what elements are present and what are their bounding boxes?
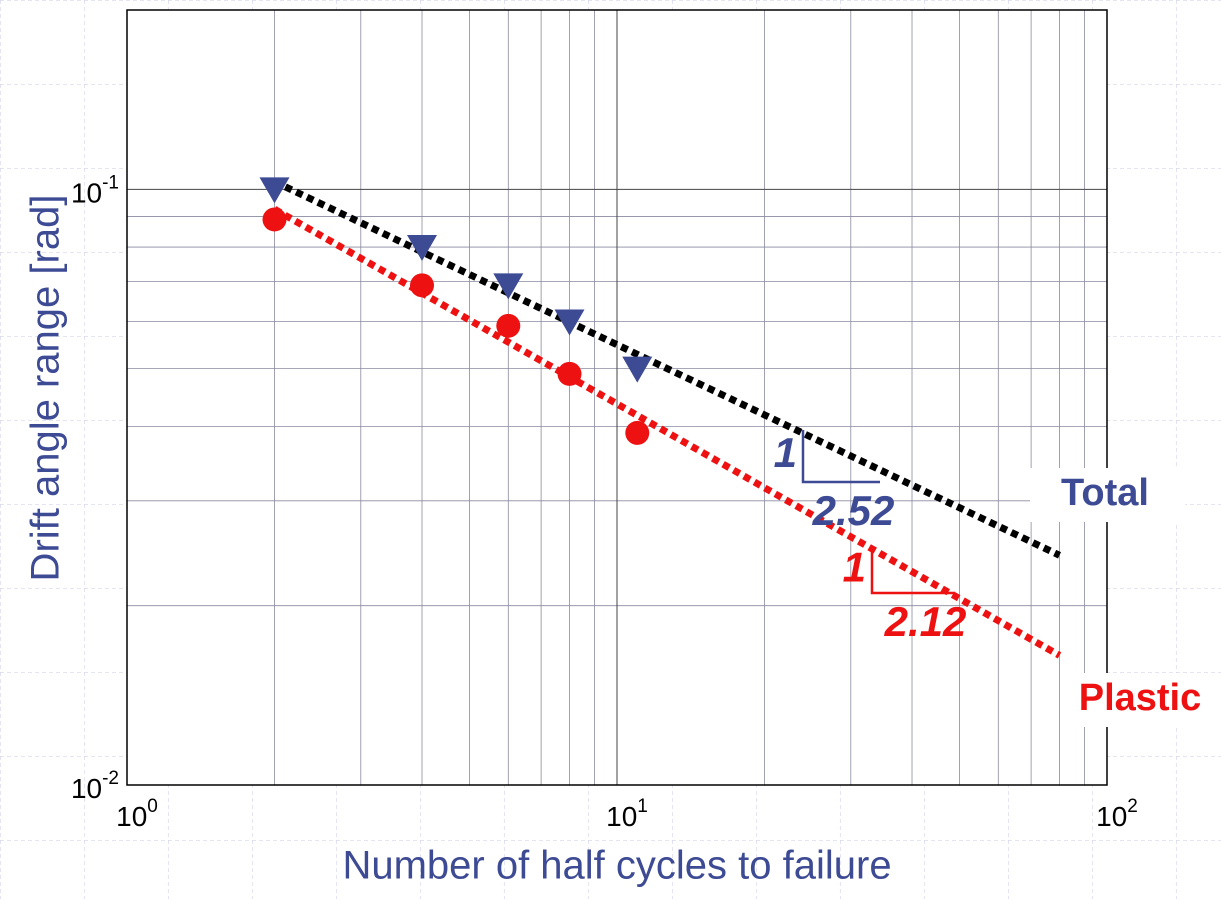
slope-run: 2.52	[812, 487, 895, 534]
circle-marker	[557, 361, 582, 386]
y-axis-label: Drift angle range [rad]	[24, 195, 68, 582]
slope-rise: 1	[843, 544, 866, 591]
tick-exponent: 2	[1127, 796, 1138, 817]
tick-base: 10	[606, 801, 637, 832]
tick-exponent: 1	[637, 796, 648, 817]
tick-label: 10-1	[71, 172, 119, 208]
slope-triangle	[801, 430, 880, 484]
circle-marker	[410, 273, 435, 298]
x-axis-label: Number of half cycles to failure	[342, 844, 891, 888]
tick-label: 100	[116, 796, 158, 832]
slope-run: 2.12	[884, 598, 967, 645]
tick-label: 102	[1096, 796, 1138, 832]
series-tag: Plastic	[1079, 677, 1202, 719]
plot-frame	[126, 9, 1108, 786]
slope-triangle	[870, 548, 955, 595]
triangle-marker	[259, 177, 290, 204]
tick-exponent: 0	[147, 796, 158, 817]
circle-marker	[262, 207, 287, 232]
fit-line	[273, 178, 1062, 559]
tag-box	[1030, 468, 1185, 522]
triangle-marker	[493, 273, 524, 300]
tick-exponent: -2	[102, 768, 119, 789]
tick-base: 10	[71, 773, 102, 804]
circle-marker	[625, 420, 650, 445]
tick-base: 10	[71, 178, 102, 209]
triangle-marker	[622, 356, 653, 383]
marks	[259, 177, 1062, 659]
slope-rise: 1	[774, 429, 797, 476]
triangle-marker	[554, 309, 585, 336]
tick-label: 101	[606, 796, 648, 832]
series-tag: Total	[1061, 472, 1149, 514]
tag-box	[1065, 673, 1220, 727]
tick-exponent: -1	[102, 172, 119, 193]
tick-base: 10	[116, 801, 147, 832]
circle-marker	[496, 313, 521, 338]
tick-base: 10	[1096, 801, 1127, 832]
triangle-marker	[407, 235, 438, 262]
tick-label: 10-2	[71, 768, 119, 804]
fit-line	[272, 206, 1062, 659]
